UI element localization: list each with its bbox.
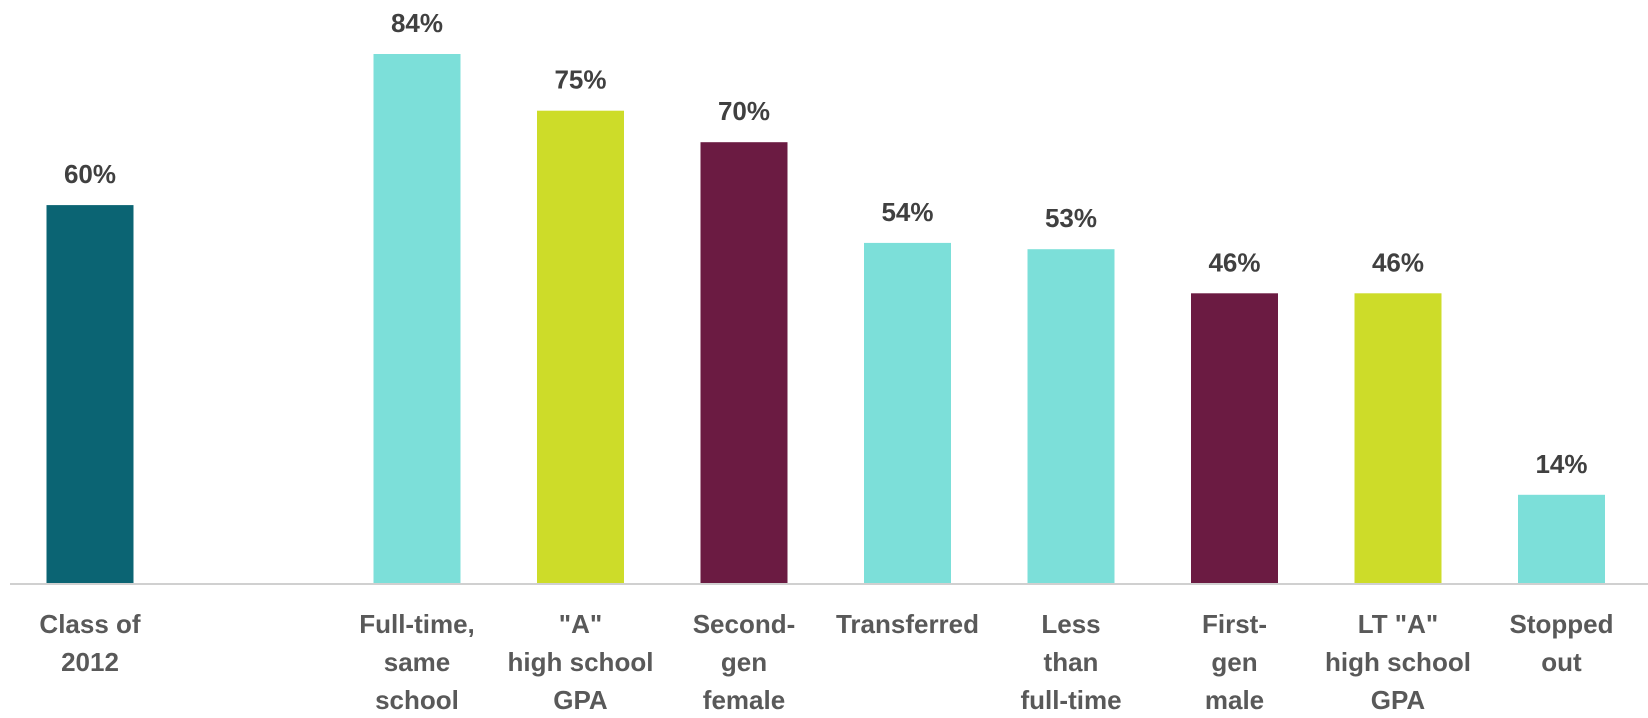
bar-0 [46,205,134,583]
data-label-5: 54% [881,197,933,227]
category-label-4-line-1: gen [721,647,767,677]
bar-7 [1191,293,1278,583]
category-label-3-line-2: GPA [553,685,608,713]
data-label-2: 84% [391,8,443,38]
category-label-4: Second-gen female [693,609,796,713]
category-label-0: Class of 2012 [39,609,140,677]
category-label-3-line-1: high school [508,647,654,677]
category-label-5-line-0: Transferred [836,609,979,639]
category-label-0-line-1: 2012 [61,647,119,677]
bar-8 [1354,293,1442,583]
bar-9 [1518,494,1605,583]
data-label-7: 46% [1208,247,1260,277]
category-label-8-line-2: GPA [1371,685,1426,713]
bar-4 [700,142,788,583]
category-label-8-line-0: LT "A" [1358,609,1439,639]
category-label-6-line-0: Less [1041,609,1100,639]
category-label-9-line-1: out [1541,647,1582,677]
category-label-6-line-1: than [1044,647,1099,677]
category-label-2: Full-time, same school [359,609,475,713]
data-label-8: 46% [1372,247,1424,277]
data-label-4: 70% [718,96,770,126]
category-label-4-line-2: female [703,685,785,713]
category-label-2-line-0: Full-time, [359,609,475,639]
category-label-7-line-0: First- [1202,609,1267,639]
category-label-7-line-1: gen [1211,647,1257,677]
category-label-9: Stopped out [1510,609,1614,677]
category-label-6: Less than full-time [1020,609,1121,713]
category-label-3: "A" high school GPA [508,609,654,713]
category-label-8: LT "A" high school GPA [1325,609,1471,713]
category-label-9-line-0: Stopped [1510,609,1614,639]
category-label-3-line-0: "A" [559,609,602,639]
category-label-4-line-0: Second- [693,609,796,639]
data-label-0: 60% [64,159,116,189]
bar-3 [537,110,624,583]
bar-2 [373,54,461,583]
category-label-0-line-0: Class of [39,609,140,639]
category-label-7: First-gen male [1202,609,1267,713]
category-label-2-line-2: school [375,685,459,713]
category-label-8-line-1: high school [1325,647,1471,677]
category-label-5: Transferred [836,609,979,639]
category-label-2-line-1: same [384,647,451,677]
bar-6 [1027,249,1115,583]
data-label-6: 53% [1045,203,1097,233]
data-label-9: 14% [1535,449,1587,479]
category-label-7-line-2: male [1205,685,1264,713]
bar-5 [864,242,951,583]
data-label-3: 75% [554,65,606,95]
category-label-6-line-2: full-time [1020,685,1121,713]
